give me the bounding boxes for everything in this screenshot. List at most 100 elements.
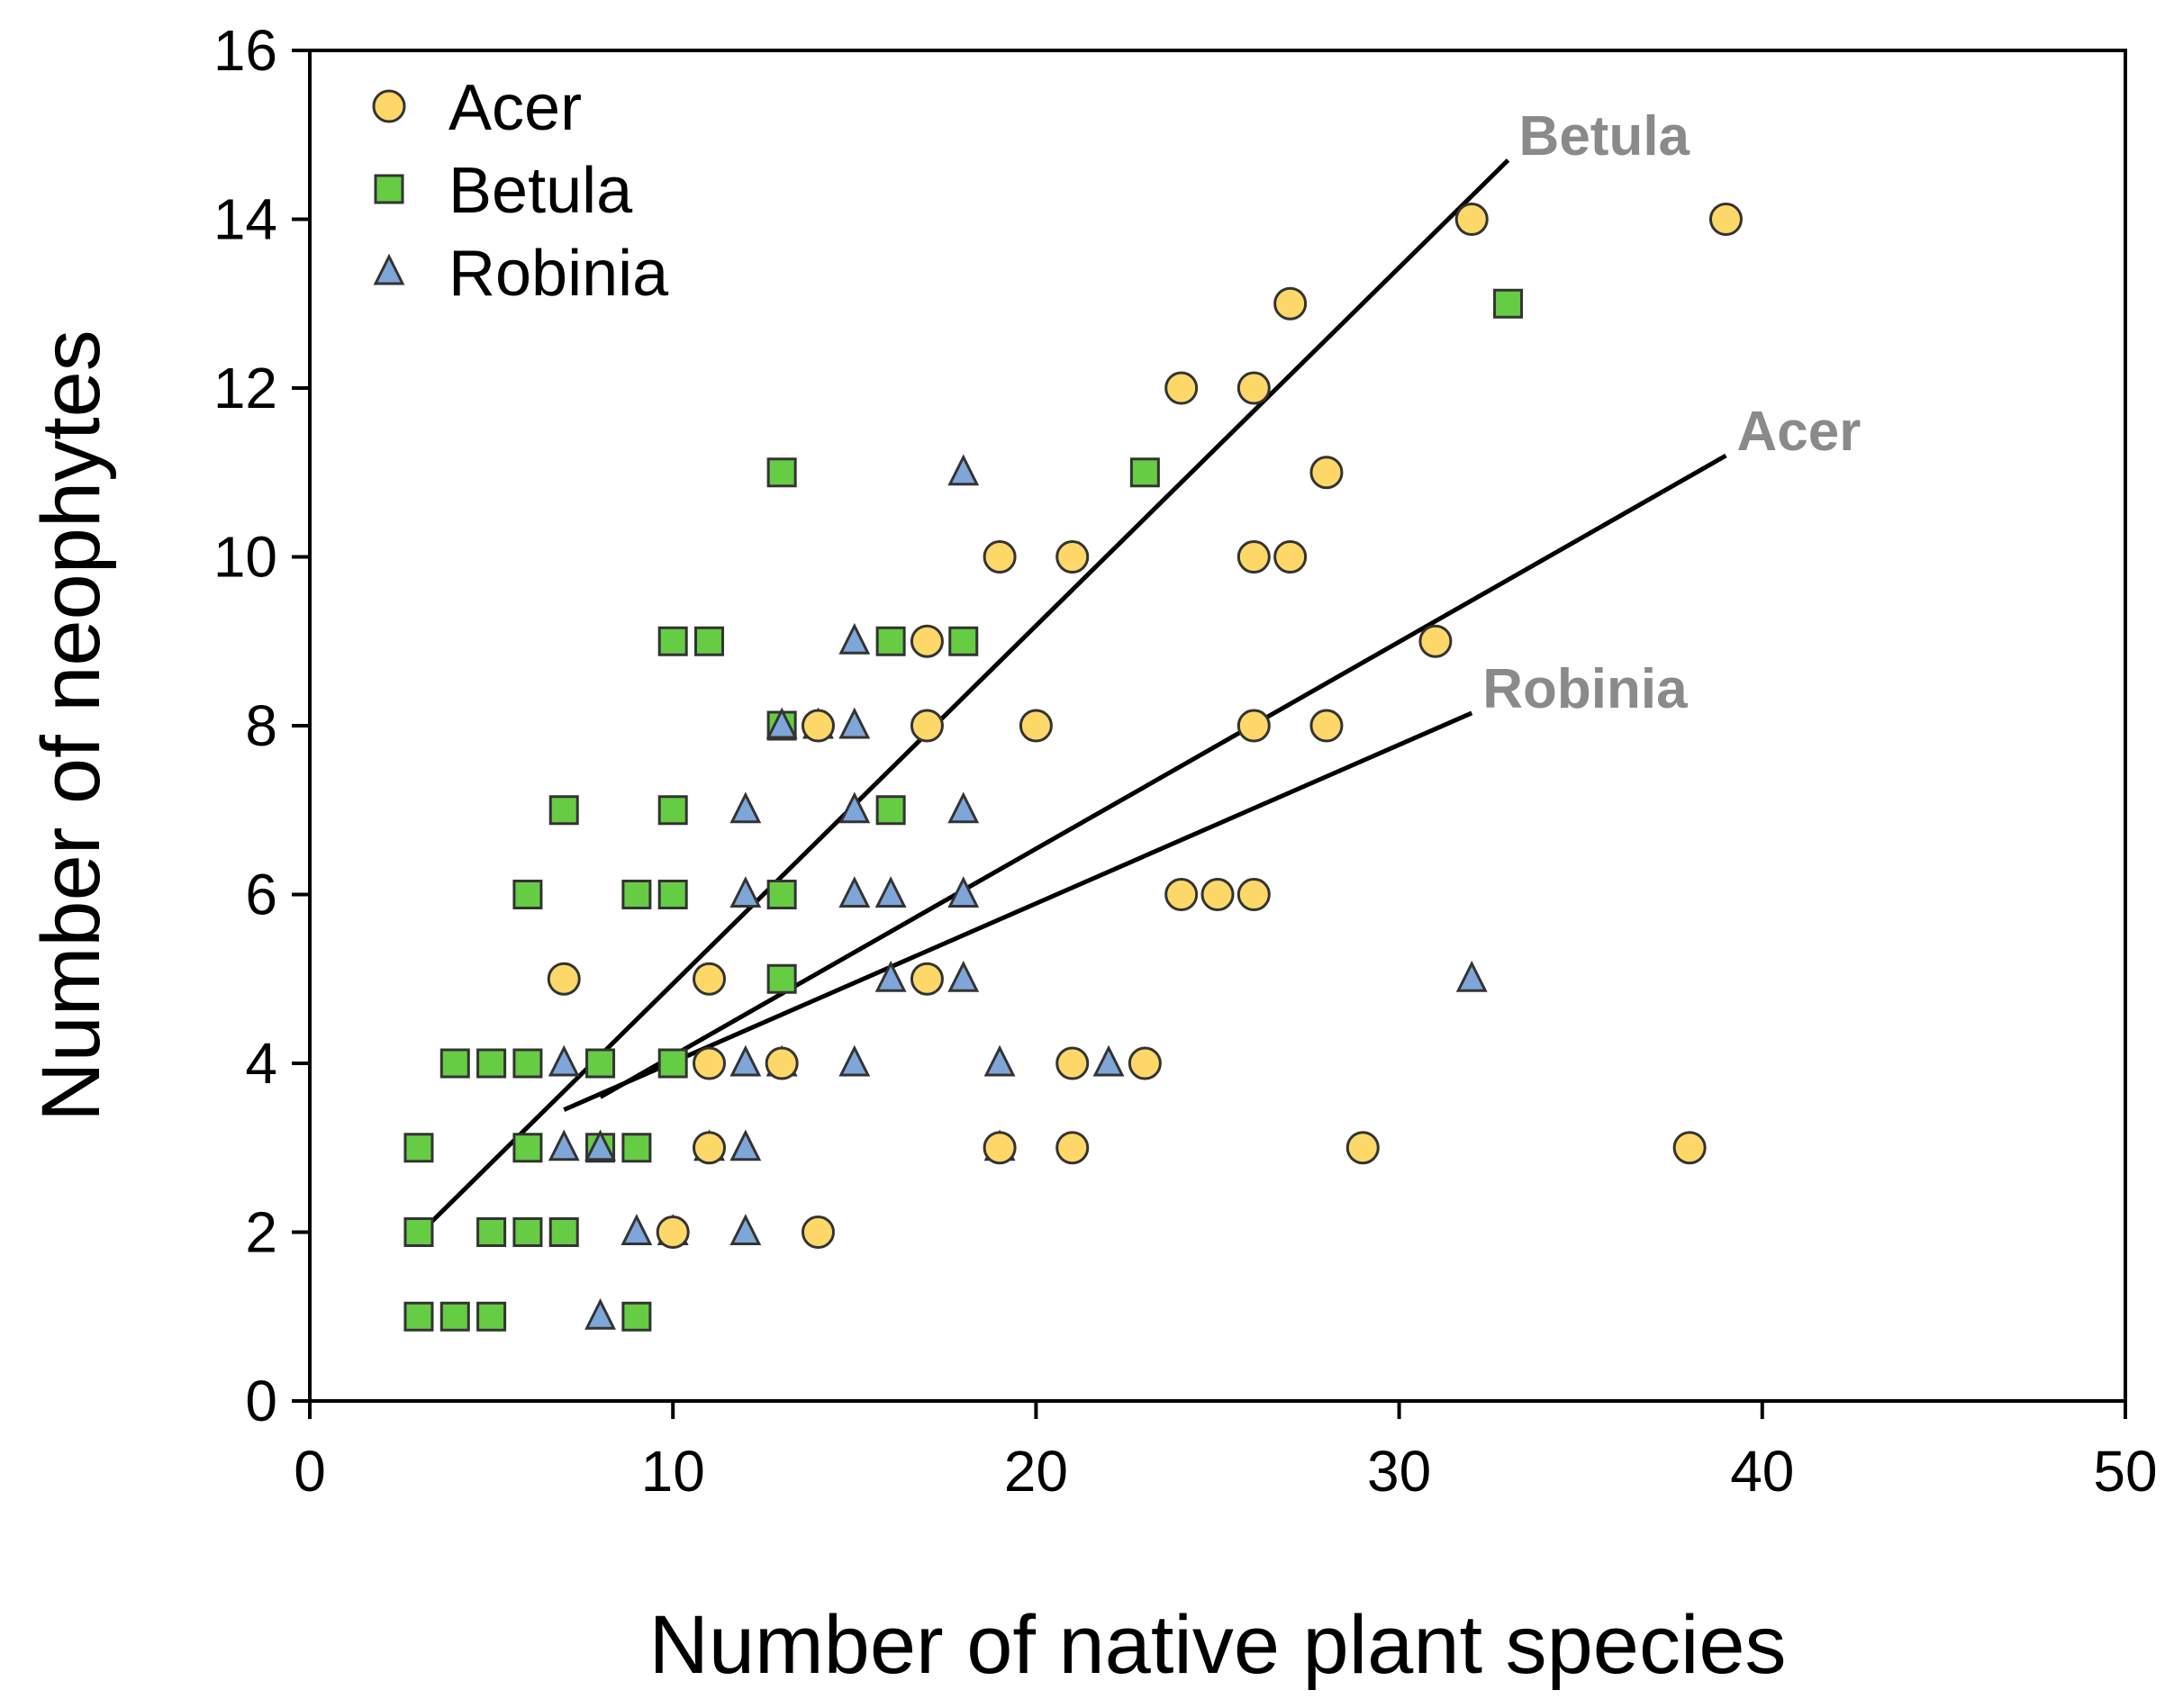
point-betula	[476, 1301, 507, 1332]
y-tick-label: 16	[213, 18, 277, 83]
trend-line-labels: Betula Acer Robinia	[1482, 105, 1861, 720]
point-robinia	[838, 876, 871, 908]
point-betula	[512, 1217, 543, 1247]
legend-item-acer: Acer	[372, 72, 582, 144]
trend-label-betula: Betula	[1519, 105, 1690, 167]
y-tick-label: 0	[245, 1369, 277, 1433]
point-acer	[1236, 540, 1271, 574]
x-tick-label: 50	[2093, 1439, 2157, 1504]
point-betula	[1493, 288, 1524, 319]
point-acer	[1236, 878, 1271, 911]
trend-line-betula	[428, 158, 1510, 1225]
point-betula	[403, 1301, 434, 1332]
legend-item-betula: Betula	[374, 155, 633, 227]
x-axis: 0 10 20 30 40 50	[294, 1401, 2158, 1504]
point-acer	[801, 709, 835, 743]
point-acer	[1055, 540, 1090, 574]
point-betula	[512, 1133, 543, 1163]
point-betula	[766, 457, 797, 488]
point-acer	[1128, 1046, 1162, 1080]
point-acer	[1055, 1131, 1090, 1165]
y-tick-label: 2	[245, 1200, 277, 1265]
point-betula	[657, 795, 688, 826]
point-betula	[621, 1301, 652, 1332]
point-robinia	[983, 1044, 1016, 1077]
point-betula	[439, 1048, 470, 1079]
point-betula	[512, 1048, 543, 1079]
point-betula	[766, 880, 797, 909]
point-betula	[875, 795, 906, 826]
point-robinia	[584, 1297, 616, 1330]
point-acer	[1273, 540, 1308, 574]
x-axis-title: Number of native plant species	[648, 1599, 1786, 1691]
point-acer	[1672, 1131, 1707, 1165]
point-betula	[657, 880, 688, 909]
point-acer	[1019, 709, 1053, 743]
x-tick-label: 10	[641, 1439, 705, 1504]
point-robinia	[620, 1214, 653, 1245]
y-tick-label: 4	[245, 1031, 277, 1096]
point-robinia	[947, 454, 980, 486]
point-betula	[476, 1048, 507, 1079]
point-robinia	[765, 707, 798, 739]
point-robinia	[729, 1044, 762, 1077]
point-betula	[657, 1048, 688, 1079]
point-robinia	[838, 707, 871, 739]
point-robinia	[729, 1214, 762, 1245]
point-acer	[693, 1046, 727, 1080]
y-tick-label: 10	[213, 525, 277, 590]
trend-label-acer: Acer	[1736, 401, 1861, 463]
point-acer	[1309, 709, 1344, 743]
legend-marker-acer	[372, 89, 406, 123]
legend-label-robinia: Robinia	[448, 238, 669, 310]
point-robinia	[947, 876, 980, 908]
point-betula	[476, 1217, 507, 1247]
y-tick-label: 8	[245, 693, 277, 758]
point-acer	[1164, 878, 1199, 911]
point-acer	[547, 962, 581, 996]
point-acer	[910, 624, 944, 658]
series-acer	[547, 203, 1743, 1249]
point-robinia	[548, 1129, 580, 1161]
point-robinia	[874, 876, 907, 908]
x-tick-label: 20	[1004, 1439, 1068, 1504]
point-betula	[621, 880, 652, 909]
legend-label-acer: Acer	[448, 72, 582, 144]
point-robinia	[584, 1129, 616, 1161]
point-acer	[1345, 1131, 1380, 1165]
trend-line-robinia	[563, 710, 1473, 1112]
point-betula	[1129, 457, 1160, 488]
point-betula	[512, 880, 543, 909]
point-acer	[1236, 371, 1271, 405]
point-acer	[1236, 709, 1271, 743]
point-betula	[548, 795, 579, 826]
x-tick-label: 30	[1367, 1439, 1431, 1504]
point-acer	[1200, 878, 1235, 911]
legend-label-betula: Betula	[448, 155, 633, 227]
point-betula	[585, 1048, 616, 1079]
point-betula	[657, 626, 688, 656]
point-acer	[1454, 203, 1489, 236]
point-betula	[875, 626, 906, 656]
legend: Acer Betula Robinia	[372, 72, 669, 310]
point-acer	[1708, 203, 1743, 236]
point-acer	[1418, 624, 1453, 658]
point-robinia	[947, 960, 980, 992]
point-acer	[801, 1215, 835, 1249]
y-axis: 0 2 4 6 8 10 12 14 16	[213, 18, 310, 1433]
x-tick-label: 40	[1730, 1439, 1794, 1504]
point-betula	[439, 1301, 470, 1332]
y-tick-label: 6	[245, 863, 277, 927]
point-betula	[403, 1133, 434, 1163]
point-betula	[694, 626, 725, 656]
series-betula	[403, 288, 1524, 1332]
point-acer	[910, 962, 944, 996]
y-tick-label: 14	[213, 187, 277, 252]
series-robinia	[548, 454, 1488, 1330]
data-points	[403, 203, 1743, 1332]
trend-label-robinia: Robinia	[1482, 658, 1688, 720]
point-robinia	[729, 1129, 762, 1161]
point-acer	[693, 962, 727, 996]
point-robinia	[1455, 960, 1488, 992]
